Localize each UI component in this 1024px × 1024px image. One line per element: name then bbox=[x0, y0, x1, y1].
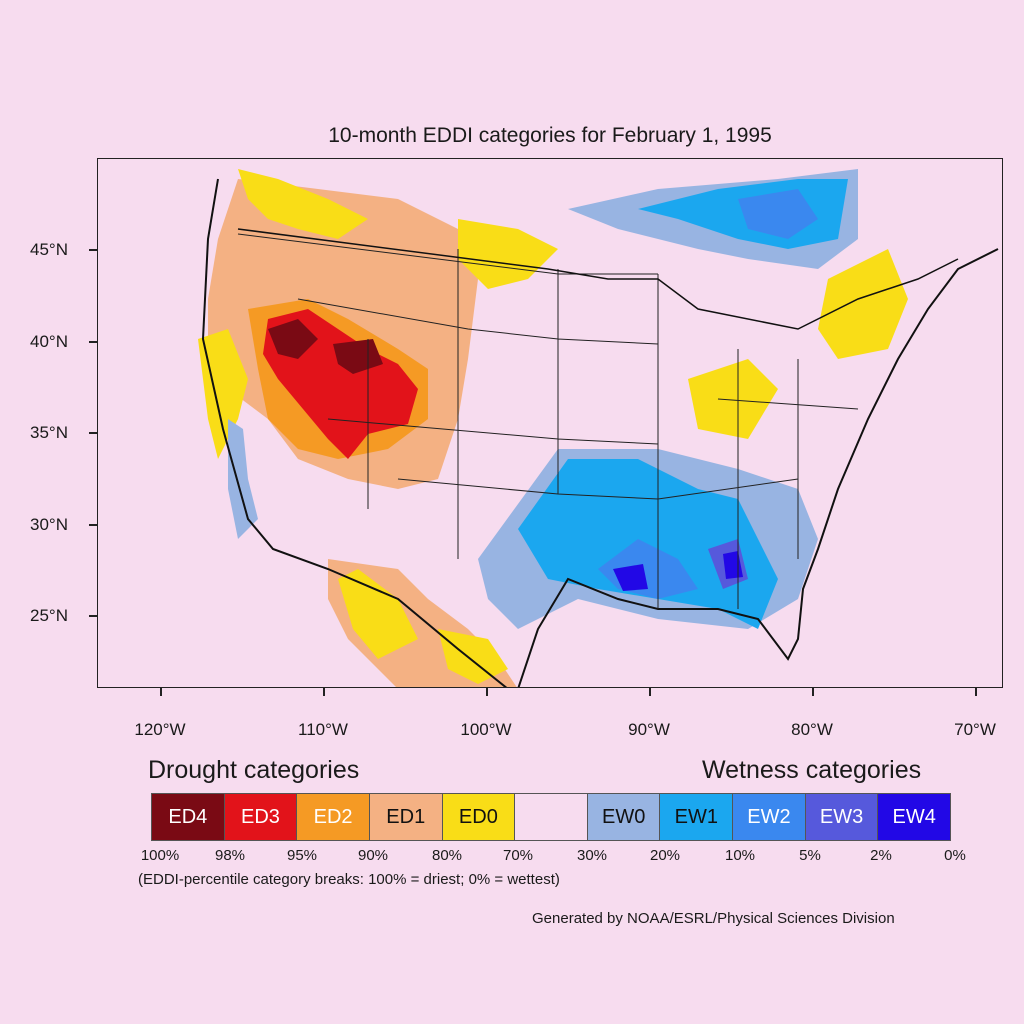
lon-label-110: 110°W bbox=[298, 720, 348, 739]
break-label: 100% bbox=[140, 847, 180, 864]
break-label: 30% bbox=[576, 847, 608, 864]
wetness-heading: Wetness categories bbox=[702, 756, 922, 784]
break-label: 2% bbox=[870, 847, 892, 864]
region-ed4-west2 bbox=[333, 339, 383, 374]
lon-tick-70 bbox=[975, 688, 977, 696]
lat-label-25: 25°N bbox=[30, 606, 68, 625]
region-ed0-west2 bbox=[198, 329, 248, 459]
lat-tick-40 bbox=[89, 341, 97, 343]
lon-tick-110 bbox=[323, 688, 325, 696]
region-ew2-north bbox=[738, 189, 818, 239]
credit-text: Generated by NOAA/ESRL/Physical Sciences… bbox=[532, 910, 895, 927]
legend-note: (EDDI-percentile category breaks: 100% =… bbox=[138, 871, 560, 888]
break-label: 70% bbox=[502, 847, 534, 864]
lon-tick-100 bbox=[486, 688, 488, 696]
legend-cell-ew3: EW3 bbox=[805, 794, 879, 840]
region-ew4-southeast bbox=[613, 564, 648, 591]
lon-label-70: 70°W bbox=[954, 720, 996, 739]
map-title: 10-month EDDI categories for February 1,… bbox=[328, 124, 772, 147]
legend-cell-ed0: ED0 bbox=[442, 794, 516, 840]
region-ed4-west bbox=[268, 319, 318, 359]
lat-tick-45 bbox=[89, 249, 97, 251]
break-label: 98% bbox=[214, 847, 246, 864]
region-ed0-south bbox=[338, 569, 418, 659]
legend-cell-ew4: EW4 bbox=[878, 794, 952, 840]
drought-heading: Drought categories bbox=[148, 756, 360, 784]
lon-label-80: 80°W bbox=[791, 720, 833, 739]
region-ed0-ohio bbox=[688, 359, 778, 439]
coastline bbox=[201, 178, 999, 687]
eddi-map bbox=[198, 169, 999, 687]
legend-cell-ew0: EW0 bbox=[587, 794, 661, 840]
lat-label-45: 45°N bbox=[30, 240, 68, 259]
break-label: 80% bbox=[431, 847, 463, 864]
lat-tick-30 bbox=[89, 524, 97, 526]
region-ed0-south2 bbox=[438, 629, 508, 684]
legend-cell-ew1: EW1 bbox=[660, 794, 734, 840]
region-ed0-west bbox=[238, 169, 368, 239]
lon-tick-90 bbox=[649, 688, 651, 696]
state-borders bbox=[237, 233, 859, 609]
region-ed0-northeast bbox=[818, 249, 908, 359]
legend-colorbar: ED4 ED3 ED2 ED1 ED0 EW0 EW1 EW2 EW3 EW4 bbox=[151, 793, 952, 841]
lat-label-30: 30°N bbox=[30, 515, 68, 534]
lat-tick-25 bbox=[89, 615, 97, 617]
legend-cell-ed1: ED1 bbox=[369, 794, 443, 840]
break-label: 5% bbox=[799, 847, 821, 864]
map-panel bbox=[97, 158, 1003, 688]
legend-cell-ew2: EW2 bbox=[733, 794, 806, 840]
break-label: 0% bbox=[944, 847, 966, 864]
international-border bbox=[237, 228, 959, 330]
lat-label-35: 35°N bbox=[30, 423, 68, 442]
lon-label-100: 100°W bbox=[460, 720, 512, 739]
break-label: 90% bbox=[357, 847, 389, 864]
legend-cell-ed4: ED4 bbox=[151, 794, 225, 840]
lon-label-90: 90°W bbox=[628, 720, 670, 739]
break-label: 20% bbox=[649, 847, 681, 864]
legend-cell-ed3: ED3 bbox=[224, 794, 298, 840]
lon-tick-80 bbox=[812, 688, 814, 696]
lon-tick-120 bbox=[160, 688, 162, 696]
legend-cell-none bbox=[515, 794, 588, 840]
lon-label-120: 120°W bbox=[134, 720, 186, 739]
region-ew0-westcoast bbox=[228, 419, 258, 539]
break-label: 10% bbox=[724, 847, 756, 864]
lat-label-40: 40°N bbox=[30, 332, 68, 351]
lat-tick-35 bbox=[89, 432, 97, 434]
break-label: 95% bbox=[286, 847, 318, 864]
legend-cell-ed2: ED2 bbox=[297, 794, 370, 840]
region-ed0-north bbox=[458, 219, 558, 289]
